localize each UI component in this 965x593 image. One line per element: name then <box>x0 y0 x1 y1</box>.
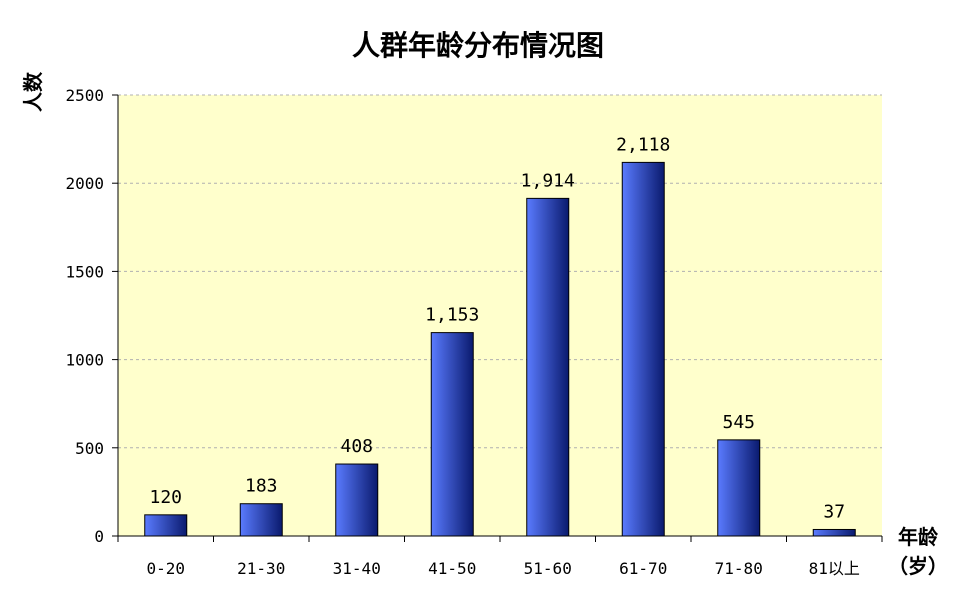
data-label: 120 <box>149 487 182 508</box>
plot-area <box>118 95 882 536</box>
y-axis-title: 人数 <box>21 71 45 112</box>
x-tick-label: 41-50 <box>428 559 476 578</box>
bar-61-70 <box>621 161 665 537</box>
bar-81以上 <box>812 528 856 537</box>
x-tick-label: 81以上 <box>809 559 860 578</box>
x-tick-label: 21-30 <box>237 559 285 578</box>
y-tick-label: 0 <box>94 527 104 546</box>
bar-41-50 <box>430 332 474 537</box>
x-tick-label: 0-20 <box>146 559 185 578</box>
chart-title: 人群年龄分布情况图 <box>352 29 604 62</box>
data-label: 2,118 <box>616 134 670 155</box>
x-tick-label: 61-70 <box>619 559 667 578</box>
data-label: 37 <box>823 501 845 522</box>
x-tick-label: 51-60 <box>524 559 572 578</box>
bar-71-80 <box>717 439 761 537</box>
data-label: 1,153 <box>425 305 479 326</box>
x-axis: 0-20 21-30 31-40 41-50 51-60 61-70 71-80 81以上 <box>117 535 883 578</box>
x-axis-title-line1: 年龄 <box>898 525 939 549</box>
y-tick-label: 1000 <box>65 351 104 370</box>
x-tick-label: 31-40 <box>333 559 381 578</box>
x-tick-label: 71-80 <box>715 559 763 578</box>
bars <box>144 161 856 537</box>
data-label: 408 <box>340 436 373 457</box>
y-tick-label: 2000 <box>65 174 104 193</box>
x-axis-title-line2: （岁） <box>888 554 948 578</box>
data-label: 545 <box>722 412 755 433</box>
y-tick-label: 500 <box>75 439 104 458</box>
bar-51-60 <box>526 197 570 537</box>
bar-21-30 <box>239 503 283 537</box>
bar-0-20 <box>144 514 188 537</box>
data-label: 183 <box>245 476 278 497</box>
y-axis: 0 500 1000 1500 2000 2500 <box>65 86 119 546</box>
y-tick-label: 2500 <box>65 86 104 105</box>
bar-31-40 <box>335 463 379 537</box>
data-labels: 120 183 408 1,153 1,914 2,118 545 37 <box>149 134 845 522</box>
data-label: 1,914 <box>521 170 575 191</box>
y-tick-label: 1500 <box>65 262 104 281</box>
